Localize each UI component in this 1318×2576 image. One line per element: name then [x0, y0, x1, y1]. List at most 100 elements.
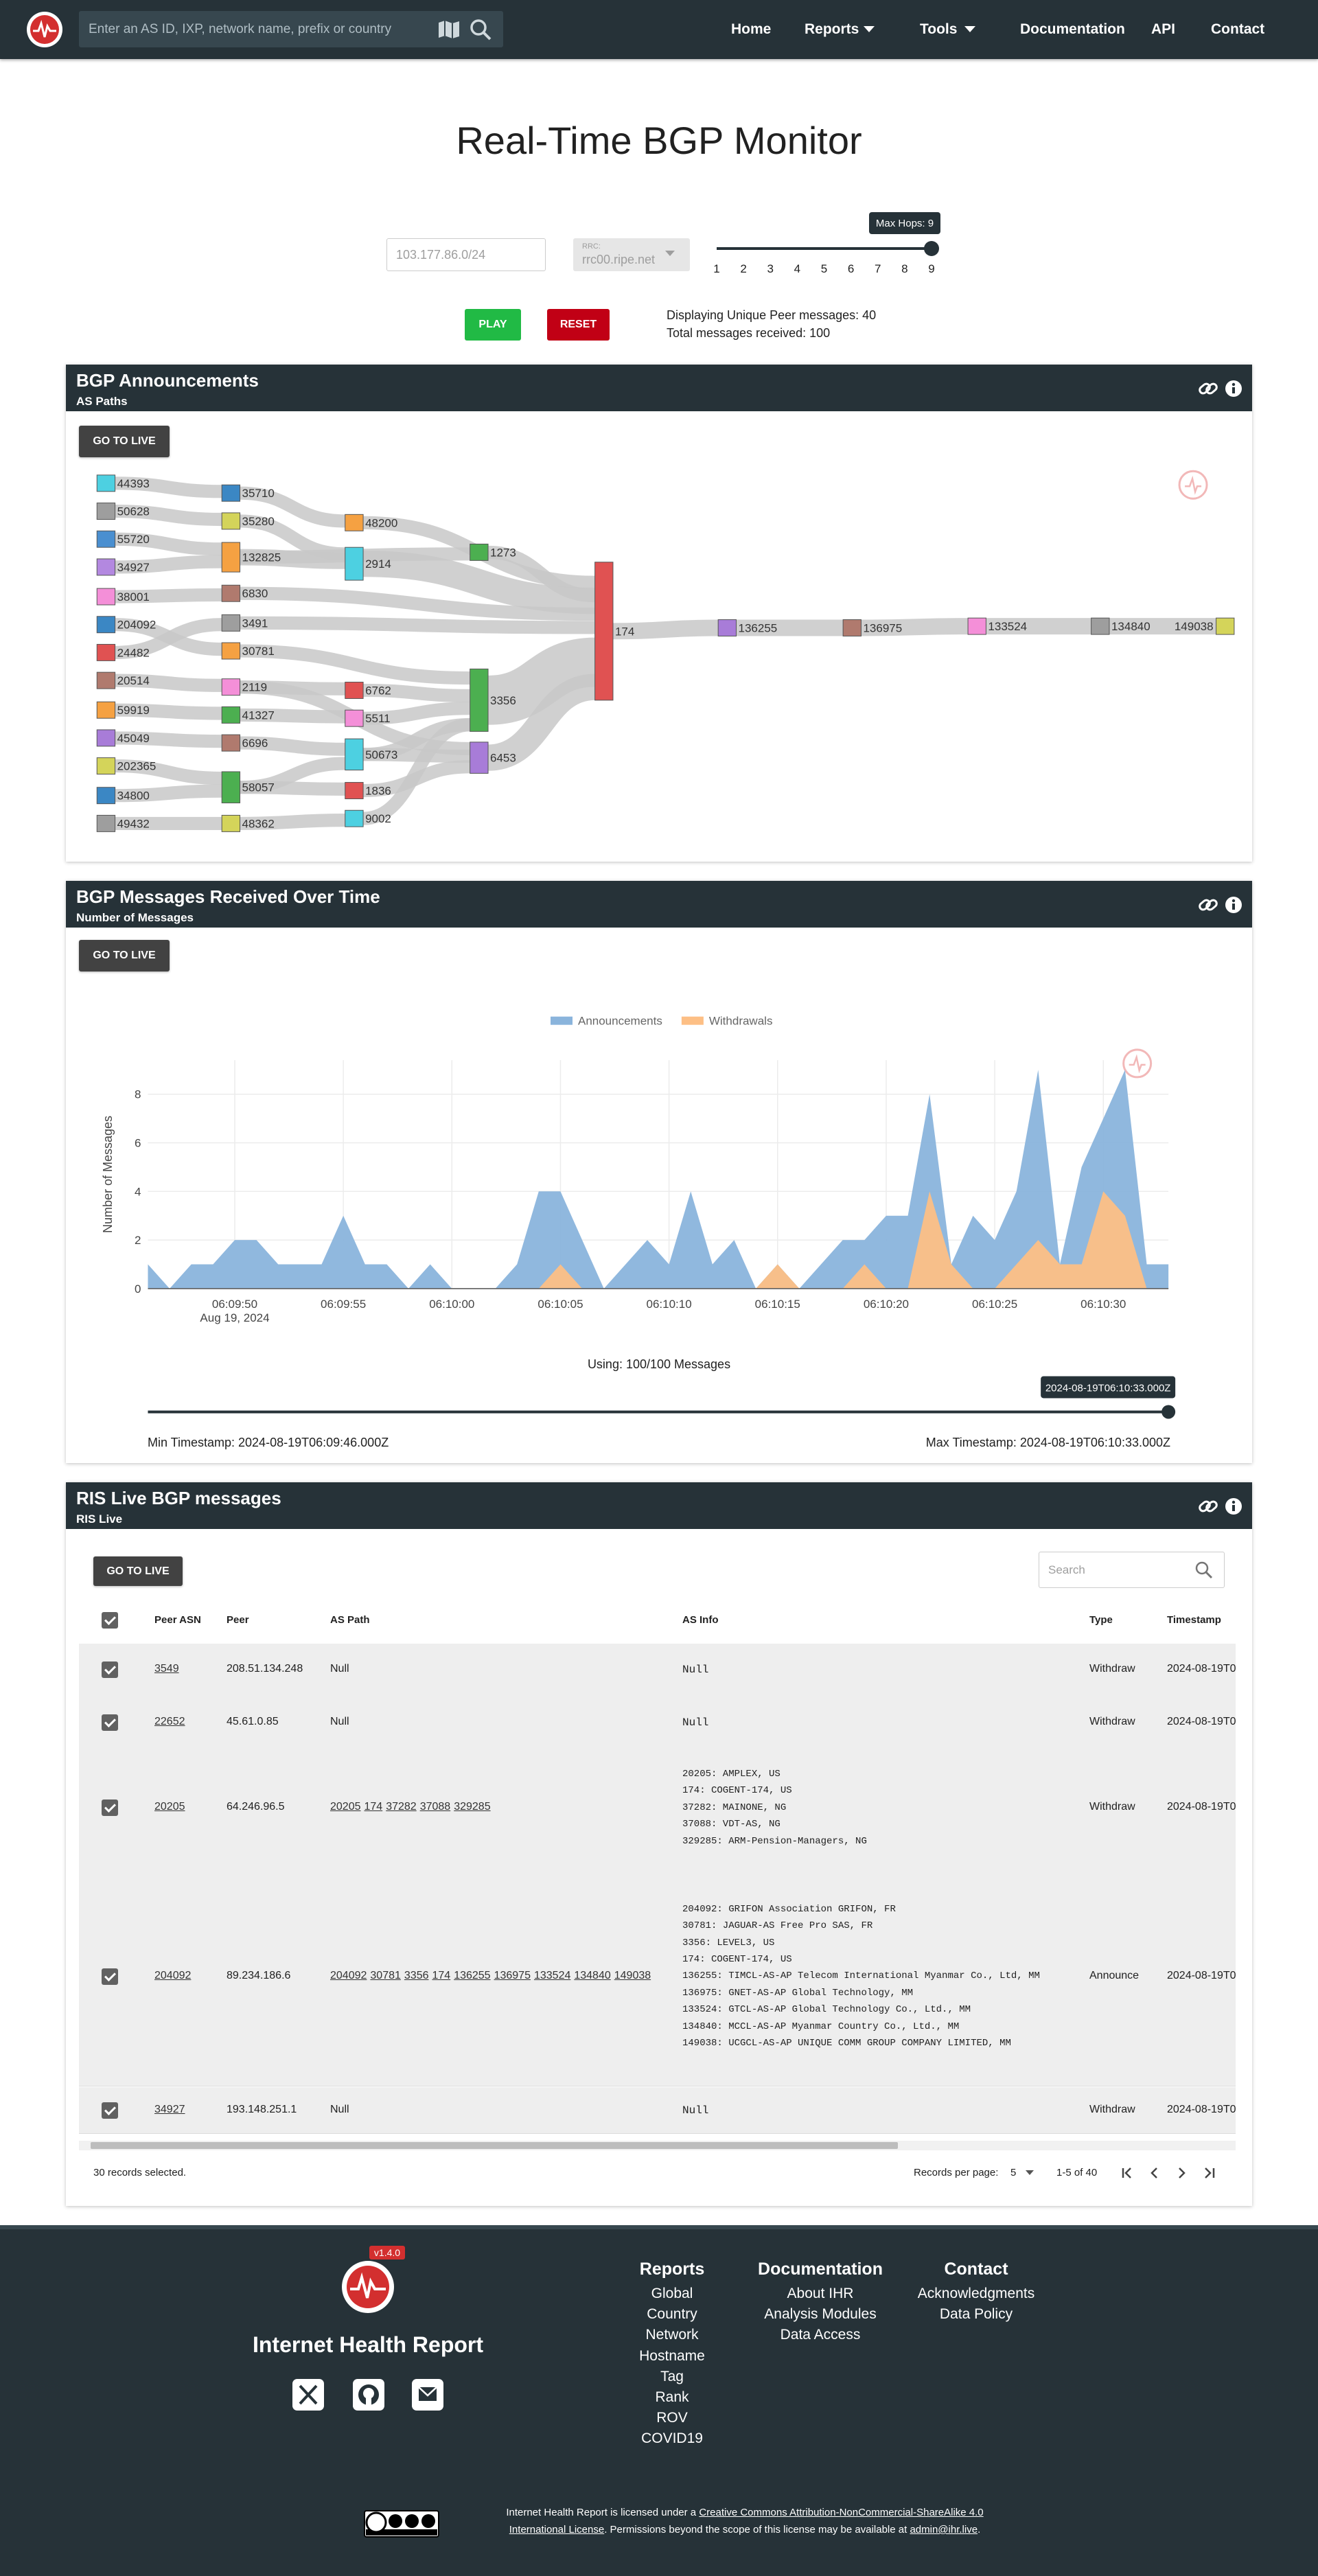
footer-link[interactable]: Data Policy	[939, 2306, 1013, 2323]
dropdown-caret	[864, 26, 875, 32]
selected-count: 30 records selected.	[93, 2167, 187, 2178]
rrc-value: rrc00.ripe.net	[582, 253, 656, 266]
footer-link[interactable]: ROV	[656, 2410, 688, 2426]
nav-link[interactable]: Tools	[920, 21, 958, 37]
pagination-controls[interactable]	[1119, 2164, 1229, 2182]
table: Peer ASN Peer AS Path AS Info Type Timestamp 3…	[79, 1482, 1236, 2162]
records-per-page[interactable]: 5	[1010, 2167, 1017, 2178]
table-row[interactable]: 20205 64.246.96.5 20205 174 37282 37088 329285…	[79, 1749, 1236, 1867]
email-link[interactable]: admin@ihr.live	[910, 2524, 978, 2535]
nav-link[interactable]: Documentation	[1020, 21, 1125, 37]
asn-link[interactable]: 133524	[533, 1969, 571, 1981]
header-checkbox[interactable]	[102, 1612, 118, 1629]
logo[interactable]	[26, 11, 63, 48]
nav-link[interactable]: API	[1151, 21, 1176, 37]
timestamp: 2024-08-19T06	[1167, 1969, 1236, 1981]
nav-link[interactable]: Home	[731, 21, 772, 37]
footer-link[interactable]: Hostname	[639, 2347, 705, 2364]
prefix-input[interactable]: 103.177.86.0/24	[386, 238, 546, 271]
map-icon[interactable]	[437, 20, 461, 39]
timestamp: 2024-08-19T06	[1167, 2103, 1236, 2115]
header-icons[interactable]	[1197, 378, 1245, 399]
asn-link[interactable]: 204092	[330, 1969, 367, 1981]
row-checkbox[interactable]	[102, 1799, 118, 1816]
footer-link[interactable]: Rank	[655, 2389, 689, 2406]
as-path: Null	[330, 2103, 349, 2115]
footer-link[interactable]: COVID19	[641, 2430, 703, 2447]
cc-badge	[364, 2510, 439, 2538]
reset-button[interactable]: RESET	[547, 309, 610, 341]
asn-link[interactable]: 3356	[404, 1969, 429, 1981]
table-search[interactable]: Search	[1039, 1552, 1225, 1588]
footer-link[interactable]: Data Access	[780, 2327, 861, 2343]
peer-asn[interactable]: 204092	[154, 1969, 192, 1981]
table-row[interactable]: 34927 193.148.251.1 Null Null Withdraw 2024-0…	[79, 2087, 1236, 2134]
asn-link[interactable]: 37282	[386, 1801, 417, 1813]
scrollbar[interactable]	[79, 2141, 1236, 2150]
asn-link[interactable]: 37088	[419, 1801, 451, 1813]
go-to-live-button[interactable]: GO TO LIVE	[79, 940, 170, 971]
header-icons[interactable]	[1197, 1496, 1245, 1517]
rrc-select[interactable]: RRC: rrc00.ripe.net	[573, 238, 690, 271]
license-text: Internet Health Report is licensed under…	[506, 2507, 700, 2518]
unique-peers: Displaying Unique Peer messages: 40	[667, 308, 877, 322]
footer-logo	[342, 2261, 394, 2313]
license-link[interactable]: Creative Commons Attribution-NonCommerci…	[509, 2507, 984, 2535]
social-icons[interactable]	[291, 2378, 445, 2412]
asn-link[interactable]: 136975	[494, 1969, 531, 1981]
go-to-live-button[interactable]: GO TO LIVE	[93, 1556, 183, 1586]
search-icon[interactable]	[469, 18, 492, 41]
play-button[interactable]: PLAY	[465, 309, 521, 341]
footer-link[interactable]: Analysis Modules	[764, 2306, 877, 2323]
peer-asn[interactable]: 34927	[154, 2103, 185, 2115]
column-header[interactable]: Type	[1089, 1614, 1113, 1626]
asn-link[interactable]: 30781	[370, 1969, 401, 1981]
asn-link[interactable]: 149038	[614, 1969, 651, 1981]
asn-link[interactable]: 134840	[574, 1969, 611, 1981]
table-row[interactable]: 204092 89.234.186.6 204092 30781 3356 174 1362…	[79, 1867, 1236, 2086]
hops-slider-thumb[interactable]	[924, 241, 939, 256]
table-row[interactable]: 22652 45.61.0.85 Null Null Withdraw 2024-08-1…	[79, 1696, 1236, 1749]
row-checkbox[interactable]	[102, 1714, 118, 1731]
hop-label: 5	[820, 262, 828, 275]
table-row[interactable]: 3549 208.51.134.248 Null Null Withdraw 2024-0…	[79, 1644, 1236, 1697]
hops-slider-track[interactable]	[717, 247, 932, 250]
as-info-line: 149038: UCGCL-AS-AP UNIQUE COMM GROUP CO…	[682, 2037, 1011, 2049]
as-info: 20205: AMPLEX, US 174: COGENT-174, US 3728…	[682, 1766, 867, 1850]
column-header[interactable]: AS Path	[330, 1614, 370, 1626]
hop-label: 2	[740, 262, 747, 275]
header-icons[interactable]	[1197, 895, 1245, 915]
column-header[interactable]: Peer ASN	[154, 1614, 201, 1626]
footer-link[interactable]: Country	[647, 2306, 697, 2323]
dropdown-caret	[964, 26, 975, 32]
nav-link[interactable]: Reports	[805, 21, 859, 37]
row-checkbox[interactable]	[102, 2102, 118, 2119]
footer-link[interactable]: Tag	[660, 2368, 684, 2384]
footer-link[interactable]: Acknowledgments	[917, 2286, 1035, 2301]
footer-link[interactable]: Network	[645, 2327, 699, 2343]
footer-heading: Documentation	[758, 2259, 883, 2279]
peer-asn[interactable]: 22652	[154, 1715, 185, 1727]
nav-link[interactable]: Contact	[1211, 21, 1265, 37]
asn-link[interactable]: 329285	[454, 1801, 491, 1813]
footer-link[interactable]: About IHR	[787, 2286, 854, 2301]
asn-link[interactable]: 174	[364, 1801, 383, 1813]
row-checkbox[interactable]	[102, 1968, 118, 1985]
hop-label: 7	[875, 262, 881, 275]
footer-link[interactable]: Global	[651, 2286, 693, 2301]
asn-link[interactable]: 136255	[454, 1969, 491, 1981]
column-header[interactable]: Peer	[227, 1614, 249, 1626]
asn-link[interactable]: 20205	[330, 1801, 361, 1813]
asn-link[interactable]: 174	[432, 1969, 451, 1981]
column-header[interactable]: AS Info	[682, 1614, 719, 1626]
hop-label: 4	[794, 262, 801, 275]
column-header[interactable]: Timestamp	[1167, 1614, 1221, 1626]
peer-asn[interactable]: 20205	[154, 1801, 185, 1813]
peer-asn[interactable]: 3549	[154, 1663, 179, 1675]
type: Withdraw	[1089, 1715, 1135, 1727]
go-to-live-button[interactable]: GO TO LIVE	[79, 426, 170, 457]
scrollbar-thumb[interactable]	[91, 2142, 898, 2149]
search-box[interactable]: Enter an AS ID, IXP, network name, prefi…	[79, 11, 503, 47]
row-checkbox[interactable]	[102, 1661, 118, 1678]
page-title: Real-Time BGP Monitor	[456, 119, 862, 162]
